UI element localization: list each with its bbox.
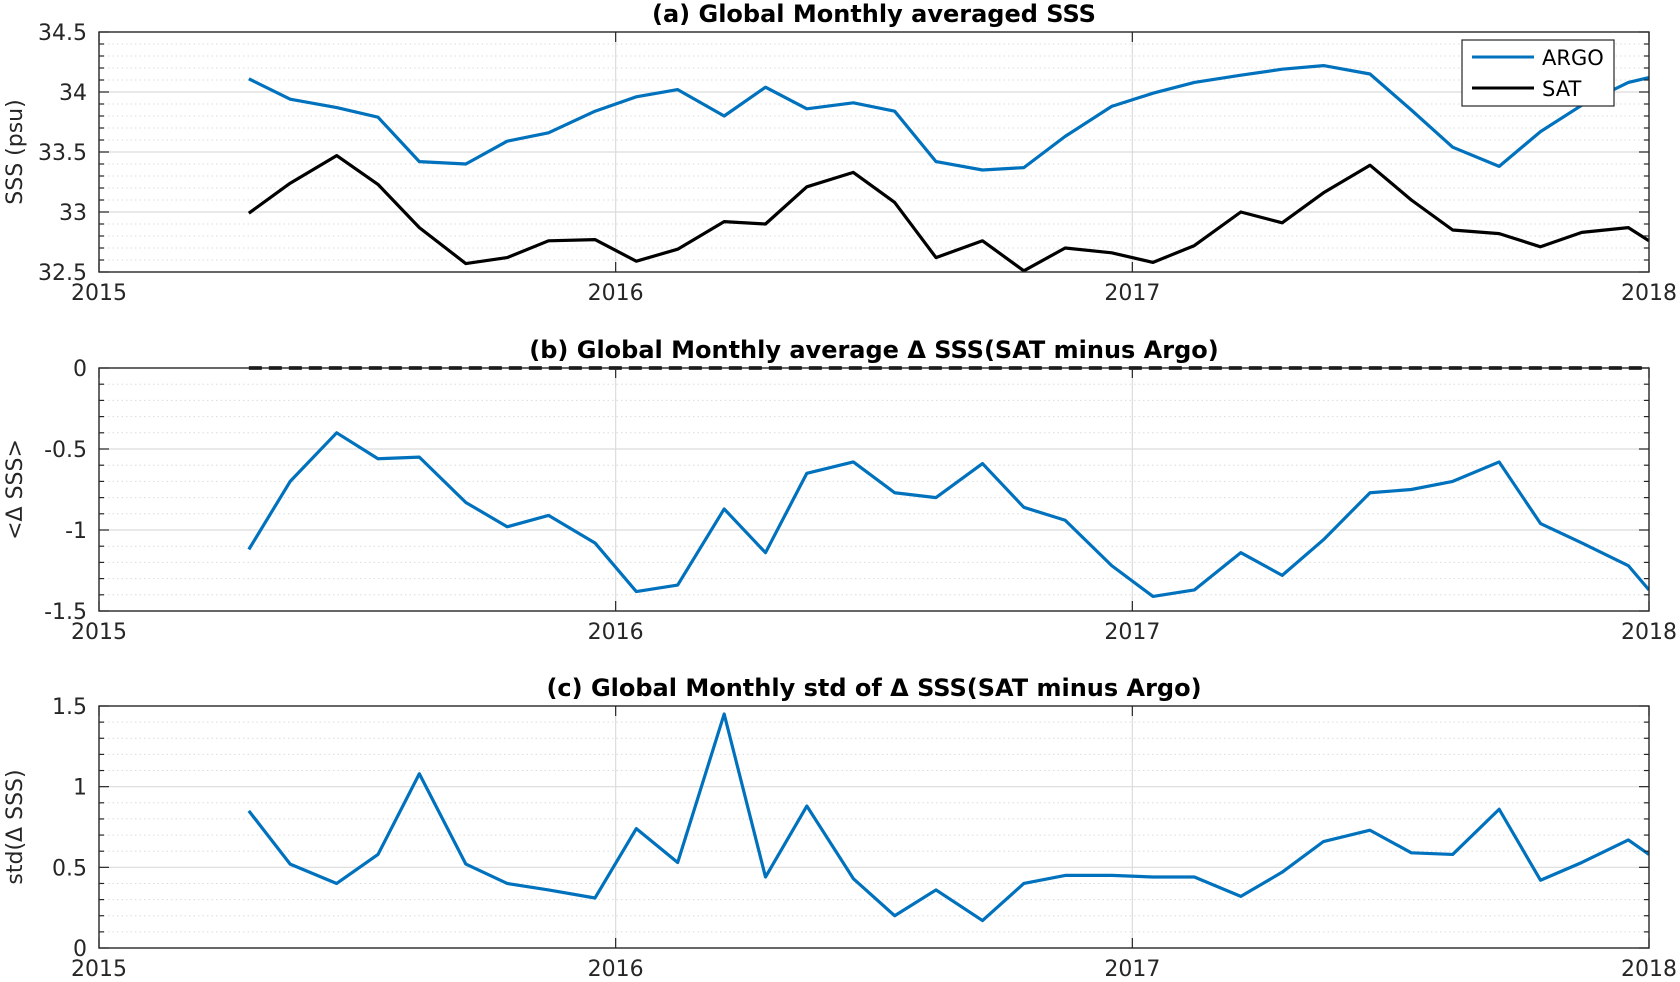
y-tick-label-a: 34.5 [38, 21, 87, 46]
y-tick-label-a: 32.5 [38, 261, 87, 286]
y-axis-label-a: SSS (psu) [3, 99, 28, 204]
grid-layer-c [99, 706, 1649, 948]
panel-a: 32.5 33 33.5 34 34.5 2015 2016 2017 2018 (a) Glo… [3, 0, 1677, 306]
x-tick-label-b: 2018 [1621, 620, 1677, 645]
y-axis-label-c: std(Δ SSS) [3, 769, 28, 884]
y-tick-label-b: 0 [73, 357, 87, 382]
grid-layer-b [99, 368, 1649, 611]
series-layer-b [247, 366, 1649, 599]
chart-title-c: (c) Global Monthly std of Δ SSS(SAT minu… [546, 674, 1201, 702]
frame-layer-b [98, 367, 1650, 612]
x-tick-label-c: 2016 [588, 957, 644, 982]
series-line-series-0-b [247, 431, 1649, 599]
legend-label-sat: SAT [1542, 77, 1581, 101]
chart-title-a: (a) Global Monthly averaged SSS [652, 0, 1096, 28]
x-tick-label-b: 2015 [71, 620, 127, 645]
chart-title-b: (b) Global Monthly average Δ SSS(SAT min… [529, 336, 1218, 364]
x-tick-label-b: 2017 [1104, 620, 1160, 645]
x-tick-label-a: 2018 [1621, 281, 1677, 306]
ticks-layer-a: 32.5 33 33.5 34 34.5 2015 2016 2017 2018 [38, 21, 1677, 306]
ticks-layer-c: 0 0.5 1 1.5 2015 2016 2017 2018 [52, 695, 1677, 982]
y-tick-label-c: 0 [73, 937, 87, 962]
axes-frame-b [98, 367, 1650, 612]
y-tick-label-a: 33.5 [38, 141, 87, 166]
series-line-argo-a [248, 63, 1649, 172]
y-tick-label-c: 0.5 [52, 856, 87, 881]
series-line-series-0-c [247, 712, 1649, 923]
series-layer-a [247, 63, 1649, 273]
legend-box [1461, 39, 1615, 107]
panel-c: 0 0.5 1 1.5 2015 2016 2017 2018 (c) Global Mont… [3, 674, 1677, 982]
y-tick-label-a: 33 [59, 201, 87, 226]
frame-layer-c [98, 705, 1650, 949]
x-tick-label-c: 2018 [1621, 957, 1677, 982]
grid-layer-a [99, 32, 1649, 272]
x-tick-label-c: 2017 [1104, 957, 1160, 982]
y-tick-label-c: 1 [73, 776, 87, 801]
y-tick-label-c: 1.5 [52, 695, 87, 720]
y-tick-label-a: 34 [59, 81, 87, 106]
series-line-sat-a [247, 154, 1649, 273]
y-tick-label-b: -1 [65, 519, 87, 544]
panel-b: -1.5 -1 -0.5 0 2015 2016 2017 2018 (b) Global M… [3, 336, 1677, 645]
axes-frame-c [98, 705, 1650, 949]
x-tick-label-a: 2016 [588, 281, 644, 306]
legend: ARGO SAT [1461, 39, 1615, 107]
x-tick-label-a: 2017 [1104, 281, 1160, 306]
y-axis-label-b: <Δ SSS> [3, 439, 28, 540]
ticks-layer-b: -1.5 -1 -0.5 0 2015 2016 2017 2018 [44, 357, 1677, 645]
series-layer-c [247, 712, 1649, 923]
y-tick-label-b: -1.5 [44, 600, 87, 625]
legend-label-argo: ARGO [1542, 46, 1604, 70]
x-tick-label-a: 2015 [71, 281, 127, 306]
y-tick-label-b: -0.5 [44, 438, 87, 463]
frame-layer-a [98, 31, 1650, 273]
x-tick-label-c: 2015 [71, 957, 127, 982]
x-tick-label-b: 2016 [588, 620, 644, 645]
